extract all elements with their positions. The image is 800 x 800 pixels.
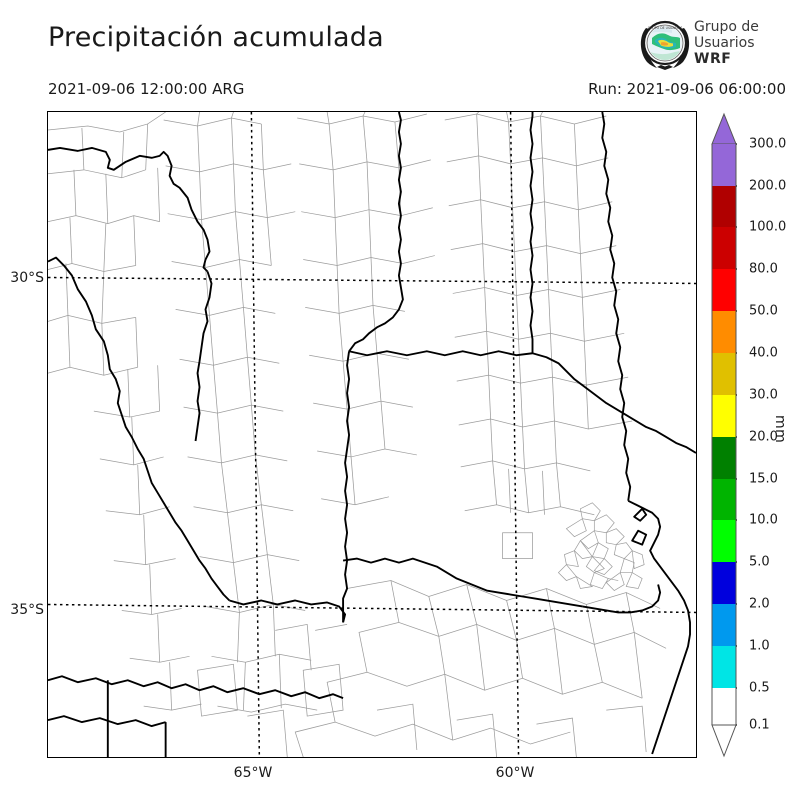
colorbar-tick-1: 1.0 bbox=[749, 638, 770, 654]
page-title: Precipitación acumulada bbox=[48, 22, 384, 53]
logo-line-3: WRF bbox=[694, 51, 732, 67]
colorbar-tick-05: 0.5 bbox=[749, 680, 770, 696]
logo-line-1: Grupo de bbox=[694, 19, 759, 35]
logo-text: Grupo de Usuarios WRF bbox=[694, 19, 790, 67]
colorbar-tick-100: 100.0 bbox=[749, 219, 787, 235]
colorbar-tick-5: 5.0 bbox=[749, 554, 770, 570]
wrf-user-group-logo: GRUPO DE USUARIOS Grupo de Usuarios WRF bbox=[638, 17, 790, 73]
wrf-globe-seal-icon: GRUPO DE USUARIOS bbox=[640, 20, 690, 70]
graticule bbox=[48, 112, 696, 757]
colorbar-tick-40: 40.0 bbox=[749, 345, 778, 361]
map-canvas bbox=[48, 112, 696, 757]
lon-tick-60W: 60°W bbox=[495, 765, 535, 781]
run-time-label: Run: 2021-09-06 06:00:00 bbox=[588, 80, 786, 98]
colorbar-tick-200: 200.0 bbox=[749, 178, 787, 194]
colorbar-tick-50: 50.0 bbox=[749, 303, 778, 319]
colorbar-tick-30: 30.0 bbox=[749, 387, 778, 403]
colorbar-tick-300: 300.0 bbox=[749, 136, 787, 152]
colorbar-tick-80: 80.0 bbox=[749, 261, 778, 277]
precipitation-map[interactable] bbox=[47, 111, 697, 758]
precipitation-colorbar[interactable]: 300.0 200.0 100.0 80.0 50.0 40.0 30.0 20… bbox=[711, 112, 786, 758]
colorbar-tick-10: 10.0 bbox=[749, 512, 778, 528]
colorbar-unit-label: mm bbox=[772, 415, 788, 444]
province-boundaries bbox=[48, 112, 696, 757]
colorbar-tick-01: 0.1 bbox=[749, 717, 770, 733]
colorbar-tick-20: 20.0 bbox=[749, 429, 778, 445]
colorbar-tick-15: 15.0 bbox=[749, 471, 778, 487]
lat-tick-35S: 35°S bbox=[10, 602, 44, 618]
logo-line-2: Usuarios bbox=[694, 35, 755, 51]
colorbar-swatches bbox=[711, 112, 737, 758]
svg-text:GRUPO DE USUARIOS: GRUPO DE USUARIOS bbox=[648, 26, 683, 30]
lat-tick-30S: 30°S bbox=[10, 270, 44, 286]
department-boundaries bbox=[48, 112, 667, 757]
lon-tick-65W: 65°W bbox=[233, 765, 273, 781]
colorbar-tick-2: 2.0 bbox=[749, 596, 770, 612]
valid-time-label: 2021-09-06 12:00:00 ARG bbox=[48, 80, 245, 98]
